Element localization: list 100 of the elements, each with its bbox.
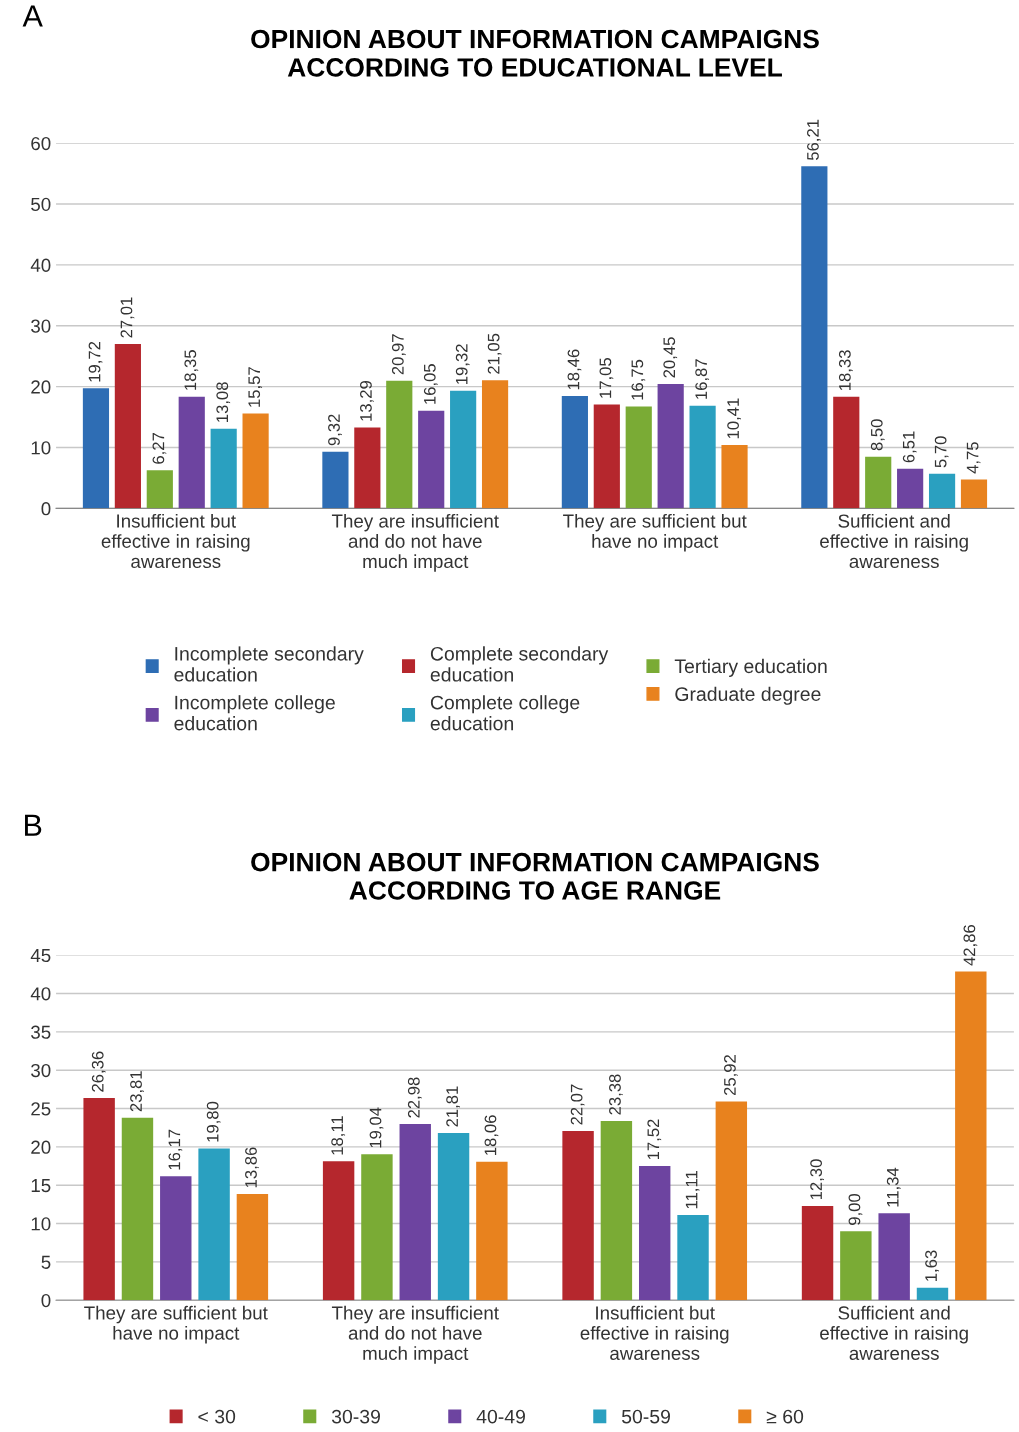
y-tick-label: 40 — [30, 258, 51, 272]
bar — [437, 1132, 470, 1301]
bar — [121, 1117, 154, 1301]
bar — [322, 451, 349, 509]
data-label: 11,34 — [886, 1167, 901, 1207]
data-label: 17,52 — [647, 1119, 662, 1160]
y-tick-label: 25 — [31, 1102, 51, 1116]
data-label: 16,05 — [423, 364, 438, 404]
data-label: 22,07 — [570, 1084, 585, 1125]
y-tick-label: 15 — [31, 1179, 51, 1193]
bar — [562, 1131, 594, 1301]
x-tick-label: Sufficient and effective in raising awareness — [820, 1305, 968, 1360]
legend-label: Complete college education — [430, 695, 580, 731]
data-label: 1,63 — [925, 1250, 939, 1281]
data-label: 56,21 — [807, 119, 821, 161]
bar — [878, 1213, 910, 1301]
y-tick-label: 10 — [31, 1217, 51, 1231]
data-label: 16,87 — [695, 359, 710, 399]
y-tick-label: 10 — [31, 441, 51, 455]
x-tick-label: They are sufficient but have no impact — [84, 1305, 268, 1344]
data-label: 18,35 — [184, 350, 199, 390]
data-label: 21,81 — [446, 1086, 460, 1127]
y-tick-label: 45 — [30, 949, 51, 963]
chart-title: OPINION ABOUT INFORMATION CAMPAIGNS ACCORDING TO AGE RANGE — [251, 852, 819, 900]
bar — [450, 390, 477, 509]
data-label: 18,11 — [331, 1116, 346, 1155]
bar — [593, 404, 620, 509]
data-label: 9,32 — [328, 414, 342, 446]
y-tick-label: 30 — [31, 319, 51, 333]
data-label: 20,45 — [663, 337, 678, 378]
data-label: 23,38 — [609, 1074, 623, 1115]
data-label: 13,29 — [360, 381, 374, 421]
bar — [960, 479, 988, 509]
legend-label: Incomplete college education — [174, 695, 335, 731]
data-label: 13,08 — [216, 382, 231, 422]
data-label: 8,50 — [870, 419, 885, 451]
y-tick-label: 0 — [41, 1293, 51, 1308]
bar — [916, 1287, 949, 1301]
data-label: 19,80 — [206, 1101, 221, 1142]
data-label: 19,72 — [88, 341, 103, 382]
data-label: 18,06 — [484, 1115, 499, 1155]
data-label: 6,27 — [152, 433, 167, 464]
bar — [801, 1205, 834, 1301]
bar — [114, 343, 141, 509]
x-tick-label: They are sufficient but have no impact — [563, 513, 747, 552]
bar — [677, 1215, 709, 1301]
legend-label: Tertiary education — [674, 658, 827, 677]
bar — [386, 380, 413, 509]
bar — [198, 1148, 230, 1301]
bar — [840, 1231, 872, 1301]
legend-label: Graduate degree — [675, 686, 821, 705]
data-label: 9,00 — [848, 1193, 863, 1225]
data-label: 4,75 — [966, 442, 981, 474]
data-label: 5,70 — [934, 436, 949, 468]
bar — [715, 1101, 748, 1301]
text: A — [22, 5, 43, 27]
bar — [625, 406, 652, 509]
y-tick-label: 40 — [30, 987, 51, 1001]
data-label: 17,05 — [599, 358, 614, 398]
bar — [833, 396, 860, 509]
x-tick-label: Insufficient but effective in raising awareness — [580, 1305, 729, 1360]
y-tick-label: 0 — [41, 502, 51, 516]
bar — [689, 405, 716, 509]
data-label: 15,57 — [248, 367, 263, 407]
text: B — [25, 814, 42, 836]
data-label: 19,04 — [369, 1107, 384, 1148]
legend-label: 50-59 — [621, 1409, 670, 1424]
x-tick-label: They are insufficient and do not have much impact — [331, 513, 499, 572]
bar — [83, 1098, 115, 1301]
bar — [236, 1193, 269, 1301]
data-label: 11,11 — [685, 1171, 700, 1209]
data-label: 18,33 — [838, 350, 853, 390]
data-label: 19,32 — [455, 344, 470, 384]
bar — [210, 428, 237, 509]
x-tick-label: They are insufficient and do not have much impact — [331, 1305, 499, 1364]
data-label: 21,05 — [487, 333, 502, 374]
bar — [399, 1124, 431, 1301]
bar — [354, 427, 381, 509]
data-label: 16,75 — [631, 359, 646, 400]
legend-label: 40-49 — [476, 1409, 525, 1424]
legend-label: Incomplete secondary education — [174, 646, 364, 682]
data-label: 18,46 — [567, 349, 582, 390]
chart-title: OPINION ABOUT INFORMATION CAMPAIGNS ACCORDING TO EDUCATIONAL LEVEL — [251, 29, 819, 77]
y-tick-label: 20 — [31, 1140, 51, 1154]
legend-label: Complete secondary education — [430, 646, 609, 682]
bar — [361, 1154, 393, 1301]
y-tick-label: 20 — [31, 380, 51, 394]
data-label: 10,41 — [727, 398, 741, 439]
bar — [561, 396, 588, 509]
y-tick-label: 30 — [31, 1063, 51, 1078]
bar — [242, 413, 269, 509]
bar — [160, 1176, 192, 1301]
bar — [801, 166, 828, 509]
data-label: 20,97 — [391, 334, 406, 375]
bar — [476, 1161, 508, 1301]
y-tick-label: 50 — [31, 197, 51, 212]
legend-label: < 30 — [198, 1409, 236, 1424]
bar — [178, 396, 205, 509]
legend-label: ≥ 60 — [766, 1409, 804, 1424]
bar — [657, 383, 684, 509]
